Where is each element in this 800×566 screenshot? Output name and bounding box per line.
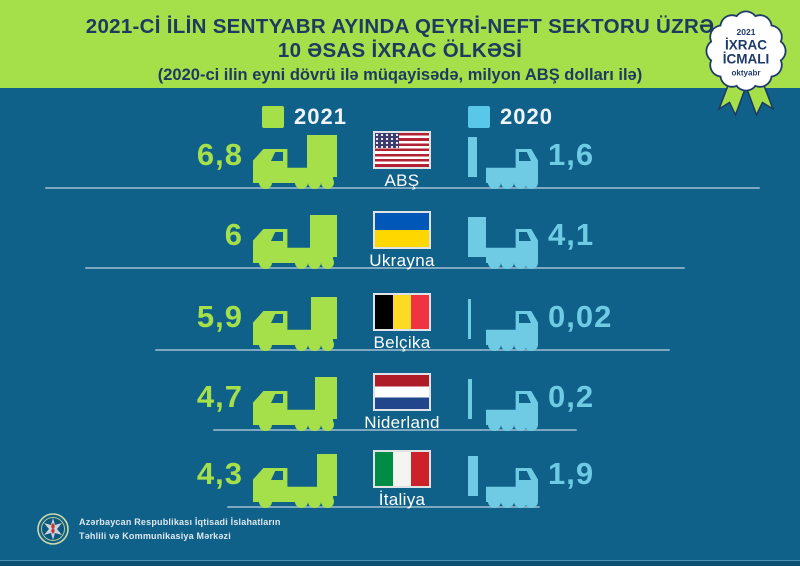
country-row-belcika: 5,9 Belçika 0,02 [0,288,800,353]
truck-2020-icon [462,131,542,189]
legend: 2021 2020 [0,103,800,133]
badge-title1: İXRAC [725,38,767,53]
cab-window [519,152,531,161]
cab-window [519,471,531,480]
cab-window [271,152,283,161]
value-2021: 4,3 [196,456,243,491]
value-2020: 1,9 [548,456,595,491]
value-2021: 6 [224,217,243,252]
trailer-2021 [315,377,337,419]
truck-2021-icon [253,373,337,431]
cab-window [271,471,283,480]
bottom-strip [0,560,800,566]
cab-window [271,232,283,241]
title-line2: 10 ƏSAS İXRAC ÖLKƏSİ [277,38,523,62]
country-row-abs: 6,8 ABŞ 1,6 [0,126,800,191]
subtitle: (2020-ci ilin eyni dövrü ilə müqayisədə,… [157,66,643,85]
cab-window [519,394,531,403]
trailer-2020 [468,137,477,177]
country-flag-and-label: Niderland [352,373,452,433]
country-row-niderland: 4,7 Niderland 0,2 [0,368,800,433]
truck-2021-icon [253,131,337,189]
truck-2020-icon [462,293,542,351]
country-flag-and-label: Belçika [352,293,452,353]
agency-credit: Azərbaycan Respublikası İqtisadi İslahat… [36,512,281,546]
legend-label-2020: 2020 [500,104,553,129]
value-2021: 4,7 [196,379,243,414]
title-line1: 2021-Cİ İLİN SENTYABR AYINDA QEYRİ-NEFT … [85,15,715,38]
legend-swatch-2020 [468,106,490,128]
badge-month: oktyabr [732,69,761,78]
flag-ukraine-icon [373,211,431,249]
row-divider [45,187,760,189]
truck-2020-icon [462,373,542,431]
flag-italy-icon [373,450,431,488]
truck-2021-icon [253,293,337,351]
trailer-2020 [468,379,472,419]
row-divider [227,506,540,508]
truck-2021-icon [253,450,337,508]
trailer-2020 [468,217,486,257]
value-2020: 0,02 [548,299,613,334]
country-flag-and-label: ABŞ [352,131,452,191]
country-label: Ukrayna [369,251,435,270]
legend-swatch-2021 [262,106,284,128]
row-divider [85,267,685,269]
flag-usa-icon [373,131,431,169]
truck-2020-icon [462,450,542,508]
agency-emblem-icon [37,513,69,545]
value-2021: 6,8 [196,137,243,172]
flag-belgium-icon [373,293,431,331]
country-label: İtaliya [378,490,426,509]
country-flag-and-label: İtaliya [352,450,452,510]
org-line1: Azərbaycan Respublikası İqtisadi İslahat… [79,516,281,527]
badge-year: 2021 [737,27,756,37]
value-2021: 5,9 [196,299,243,334]
country-flag-and-label: Ukrayna [352,211,452,271]
cab-window [519,232,531,241]
country-label: Belçika [373,333,431,352]
country-label: ABŞ [384,171,420,190]
export-review-badge: 2021 İXRAC İCMALI oktyabr [705,10,787,118]
value-2020: 0,2 [548,379,595,414]
header-band: 2021-Cİ İLİN SENTYABR AYINDA QEYRİ-NEFT … [0,0,800,88]
trailer-2020 [468,456,478,496]
truck-2020-icon [462,211,542,269]
value-2020: 1,6 [548,137,595,172]
row-divider [155,349,670,351]
trailer-2020 [468,299,471,339]
country-row-italiya: 4,3 İtaliya 1,9 [0,445,800,510]
cab-window [271,394,283,403]
cab-window [271,314,283,323]
org-line2: Təhlili və Kommunikasiya Mərkəzi [79,531,231,541]
country-label: Niderland [364,413,440,432]
country-row-ukrayna: 6 Ukrayna 4,1 [0,206,800,271]
row-divider [213,429,577,431]
flag-netherlands-icon [373,373,431,411]
cab-window [519,314,531,323]
legend-label-2021: 2021 [294,104,347,129]
value-2020: 4,1 [548,217,595,252]
trailer-2021 [317,454,337,496]
badge-title2: İCMALI [723,52,770,67]
truck-2021-icon [253,211,337,269]
